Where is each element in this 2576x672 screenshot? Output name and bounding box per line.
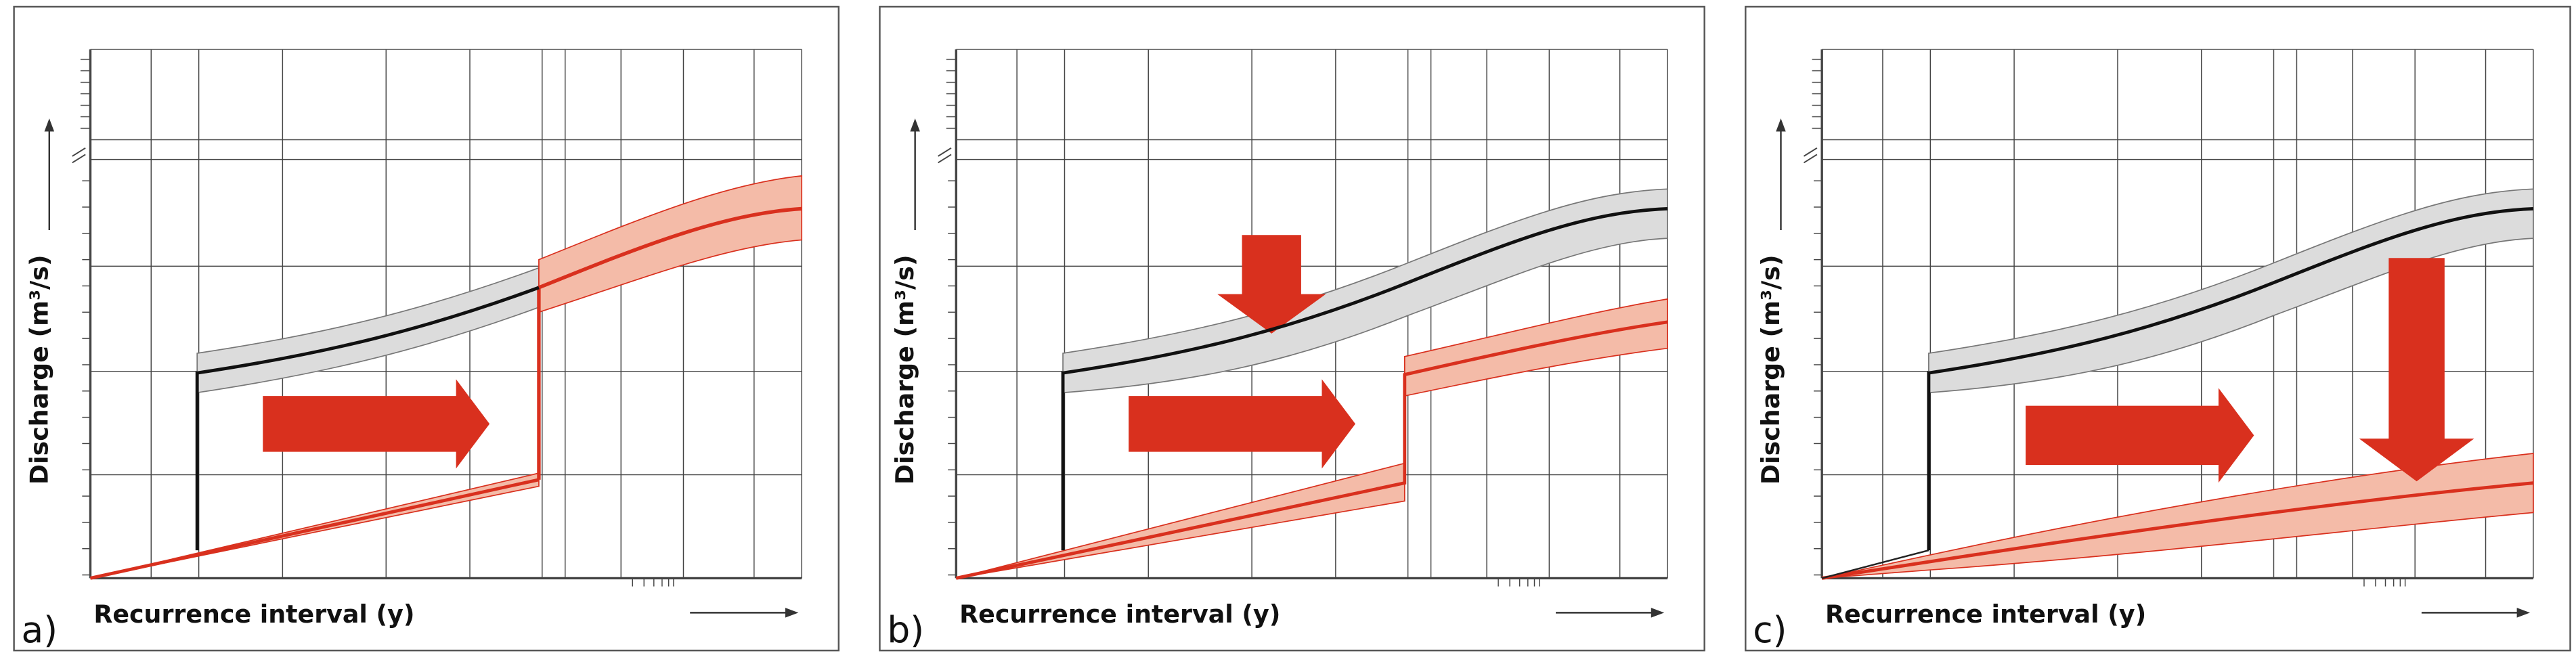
plot: Discharge (m³/s) Recurrence interval (y) b…	[887, 49, 1668, 651]
panel: Discharge (m³/s) Recurrence interval (y) c…	[1745, 5, 2571, 652]
red-curve	[537, 206, 802, 480]
right-arrow	[263, 379, 490, 469]
red-curve	[1821, 481, 2534, 580]
y-axis-label: Discharge (m³/s)	[1756, 254, 1785, 485]
right-arrow	[2026, 388, 2254, 483]
panel-label: a)	[22, 608, 58, 651]
down-arrow	[2359, 258, 2474, 482]
black-curve	[1927, 207, 2534, 551]
axis-break	[1803, 147, 1818, 164]
red-curve	[955, 320, 1668, 580]
x-arrow-head	[2516, 608, 2531, 618]
y-axis-label: Discharge (m³/s)	[890, 254, 919, 485]
axis-break	[938, 147, 952, 164]
y-arrow-head	[910, 118, 920, 132]
grey-start	[1821, 550, 1929, 579]
axis-break	[72, 147, 86, 164]
band	[1821, 453, 2534, 579]
black-curve	[195, 286, 540, 551]
red-curve	[89, 478, 540, 580]
y-arrow-head	[44, 118, 55, 132]
band	[1403, 298, 1668, 397]
plot: Discharge (m³/s) Recurrence interval (y) a…	[22, 49, 803, 651]
y-arrow-head	[1776, 118, 1786, 132]
plot: Discharge (m³/s) Recurrence interval (y) c…	[1753, 49, 2534, 651]
x-axis-label: Recurrence interval (y)	[959, 600, 1280, 629]
x-axis-label: Recurrence interval (y)	[1825, 600, 2146, 629]
x-axis-label: Recurrence interval (y)	[93, 600, 414, 629]
right-arrow	[1129, 379, 1355, 469]
black-curve	[1061, 207, 1668, 551]
y-axis-label: Discharge (m³/s)	[24, 254, 53, 485]
panel-label: b)	[887, 608, 924, 651]
panel-label: c)	[1753, 608, 1787, 651]
x-arrow-head	[785, 608, 799, 618]
panel: Discharge (m³/s) Recurrence interval (y) b…	[879, 5, 1705, 652]
band	[538, 175, 803, 313]
panel: Discharge (m³/s) Recurrence interval (y) a…	[13, 5, 840, 652]
down-arrow	[1217, 235, 1326, 334]
x-arrow-head	[1651, 608, 1665, 618]
